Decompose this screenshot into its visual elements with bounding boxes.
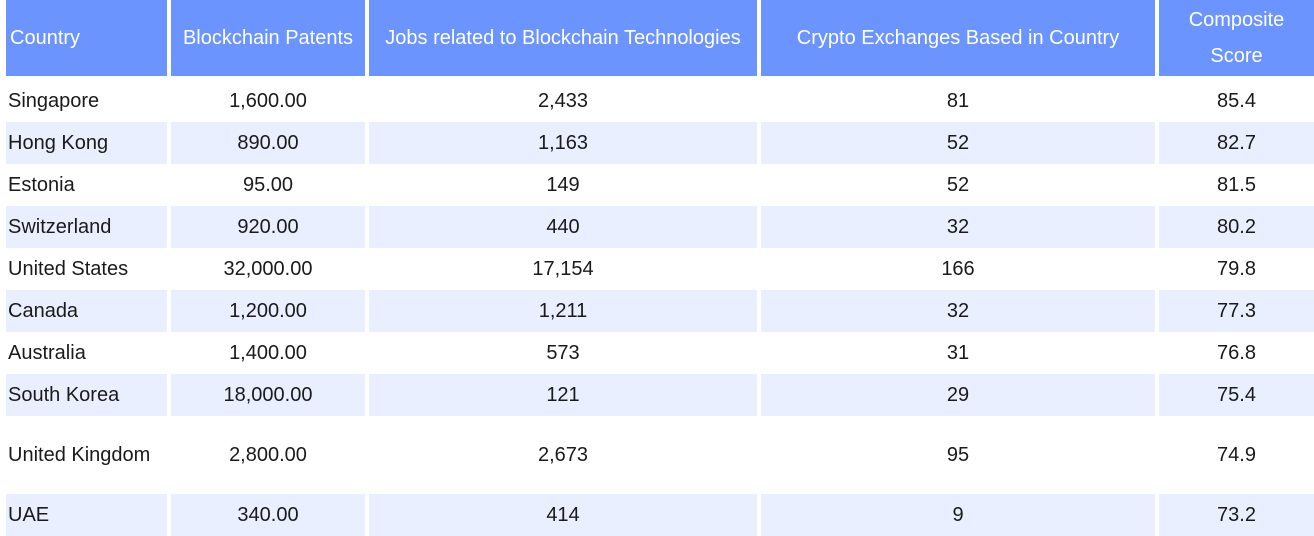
cell-patents: 32,000.00 bbox=[223, 258, 313, 280]
cell-exchanges: 52 bbox=[946, 174, 970, 196]
cell-jobs: 440 bbox=[369, 206, 757, 248]
cell-country: Switzerland bbox=[6, 206, 167, 248]
cell-jobs: 1,163 bbox=[369, 122, 757, 164]
cell-exchanges: 166 bbox=[941, 258, 975, 280]
table-row: UAE 340.00 414 9 73.2 bbox=[6, 494, 1314, 536]
cell-country: Australia bbox=[8, 342, 86, 364]
cell-patents: 18,000.00 bbox=[171, 374, 365, 416]
cell-score: 85.4 bbox=[1217, 90, 1256, 112]
cell-patents: 340.00 bbox=[171, 494, 365, 536]
cell-jobs: 17,154 bbox=[532, 258, 594, 280]
cell-patents: 95.00 bbox=[242, 174, 294, 196]
table-row: Australia 1,400.00 573 31 76.8 bbox=[6, 332, 1314, 374]
cell-country: South Korea bbox=[6, 374, 167, 416]
cell-exchanges: 52 bbox=[761, 122, 1155, 164]
cell-jobs: 2,433 bbox=[537, 90, 589, 112]
header-blockchain-jobs[interactable]: Jobs related to Blockchain Technologies bbox=[369, 0, 757, 80]
header-country[interactable]: Country bbox=[6, 0, 167, 80]
header-crypto-exchanges[interactable]: Crypto Exchanges Based in Country bbox=[761, 0, 1155, 80]
cell-score: 79.8 bbox=[1217, 258, 1256, 280]
cell-exchanges: 32 bbox=[761, 290, 1155, 332]
table-body: Singapore 1,600.00 2,433 81 85.4 Hong Ko… bbox=[6, 80, 1314, 536]
table-row: Singapore 1,600.00 2,433 81 85.4 bbox=[6, 80, 1314, 122]
cell-patents: 890.00 bbox=[171, 122, 365, 164]
cell-patents: 1,600.00 bbox=[229, 90, 307, 112]
table-header: Country Blockchain Patents Jobs related … bbox=[6, 0, 1314, 80]
cell-exchanges: 31 bbox=[946, 342, 970, 364]
cell-exchanges: 95 bbox=[946, 444, 970, 466]
cell-score: 76.8 bbox=[1217, 342, 1256, 364]
cell-country: Singapore bbox=[8, 90, 100, 112]
cell-country: Canada bbox=[6, 290, 167, 332]
cell-patents: 920.00 bbox=[171, 206, 365, 248]
table-row: United Kingdom 2,800.00 2,673 95 74.9 bbox=[6, 416, 1314, 494]
cell-score: 74.9 bbox=[1217, 444, 1256, 466]
cell-score: 75.4 bbox=[1159, 374, 1314, 416]
cell-country: Estonia bbox=[8, 174, 75, 196]
cell-score: 73.2 bbox=[1159, 494, 1314, 536]
table-row: Switzerland 920.00 440 32 80.2 bbox=[6, 206, 1314, 248]
table-row: South Korea 18,000.00 121 29 75.4 bbox=[6, 374, 1314, 416]
table-row: United States 32,000.00 17,154 166 79.8 bbox=[6, 248, 1314, 290]
table-row: Estonia 95.00 149 52 81.5 bbox=[6, 164, 1314, 206]
cell-jobs: 573 bbox=[546, 342, 580, 364]
cell-patents: 1,400.00 bbox=[229, 342, 307, 364]
cell-exchanges: 81 bbox=[946, 90, 970, 112]
cell-score: 80.2 bbox=[1159, 206, 1314, 248]
cell-score: 81.5 bbox=[1217, 174, 1256, 196]
table-row: Hong Kong 890.00 1,163 52 82.7 bbox=[6, 122, 1314, 164]
cell-country: United States bbox=[8, 258, 129, 280]
header-row: Country Blockchain Patents Jobs related … bbox=[6, 0, 1314, 80]
cell-jobs: 149 bbox=[546, 174, 580, 196]
cell-patents: 2,800.00 bbox=[229, 444, 307, 466]
cell-jobs: 121 bbox=[369, 374, 757, 416]
cell-country: UAE bbox=[6, 494, 167, 536]
header-composite-score[interactable]: Composite Score bbox=[1159, 0, 1314, 80]
cell-country: United Kingdom bbox=[8, 444, 151, 466]
header-blockchain-patents[interactable]: Blockchain Patents bbox=[171, 0, 365, 80]
cell-jobs: 414 bbox=[369, 494, 757, 536]
table-row: Canada 1,200.00 1,211 32 77.3 bbox=[6, 290, 1314, 332]
cell-jobs: 1,211 bbox=[369, 290, 757, 332]
cell-patents: 1,200.00 bbox=[171, 290, 365, 332]
cell-exchanges: 9 bbox=[761, 494, 1155, 536]
cell-score: 82.7 bbox=[1159, 122, 1314, 164]
cell-jobs: 2,673 bbox=[537, 444, 589, 466]
cell-score: 77.3 bbox=[1159, 290, 1314, 332]
cell-country: Hong Kong bbox=[6, 122, 167, 164]
cell-exchanges: 29 bbox=[761, 374, 1155, 416]
cell-exchanges: 32 bbox=[761, 206, 1155, 248]
